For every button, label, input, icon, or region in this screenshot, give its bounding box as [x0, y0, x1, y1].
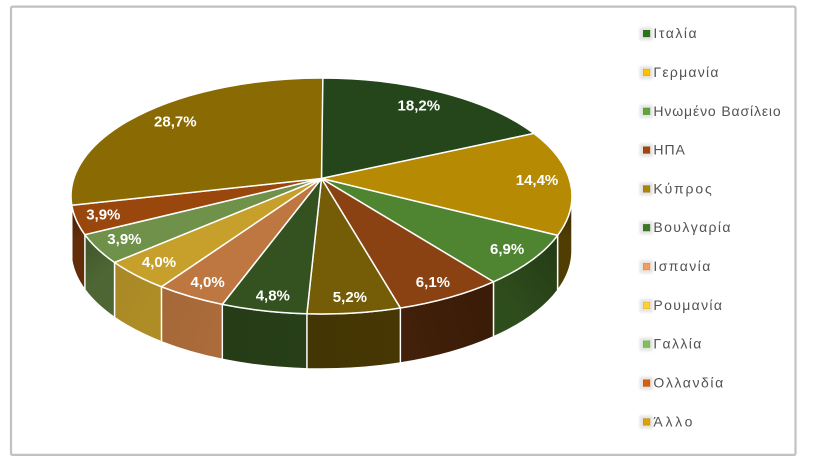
- svg-text:Βουλγαρία: Βουλγαρία: [653, 219, 730, 235]
- svg-text:6,1%: 6,1%: [416, 274, 450, 291]
- svg-text:Ισπανία: Ισπανία: [653, 258, 710, 274]
- svg-text:Γερμανία: Γερμανία: [653, 64, 718, 80]
- svg-text:3,9%: 3,9%: [107, 231, 141, 248]
- svg-text:Ρουμανία: Ρουμανία: [653, 297, 722, 313]
- svg-text:Ιταλία: Ιταλία: [653, 25, 696, 41]
- svg-text:4,8%: 4,8%: [256, 287, 290, 304]
- svg-text:5,2%: 5,2%: [333, 289, 367, 306]
- svg-text:ΗΠΑ: ΗΠΑ: [653, 142, 685, 158]
- svg-text:Κύπρος: Κύπρος: [653, 180, 712, 196]
- svg-text:Ηνωμένο Βασίλειο: Ηνωμένο Βασίλειο: [653, 103, 781, 119]
- svg-text:Γαλλία: Γαλλία: [653, 336, 701, 352]
- svg-text:3,9%: 3,9%: [86, 206, 120, 223]
- svg-text:14,4%: 14,4%: [516, 172, 559, 189]
- svg-text:28,7%: 28,7%: [154, 113, 197, 130]
- svg-text:4,0%: 4,0%: [142, 254, 176, 271]
- svg-text:Ολλανδία: Ολλανδία: [653, 375, 723, 391]
- svg-text:18,2%: 18,2%: [398, 97, 441, 114]
- svg-text:4,0%: 4,0%: [191, 274, 225, 291]
- svg-text:6,9%: 6,9%: [490, 241, 524, 258]
